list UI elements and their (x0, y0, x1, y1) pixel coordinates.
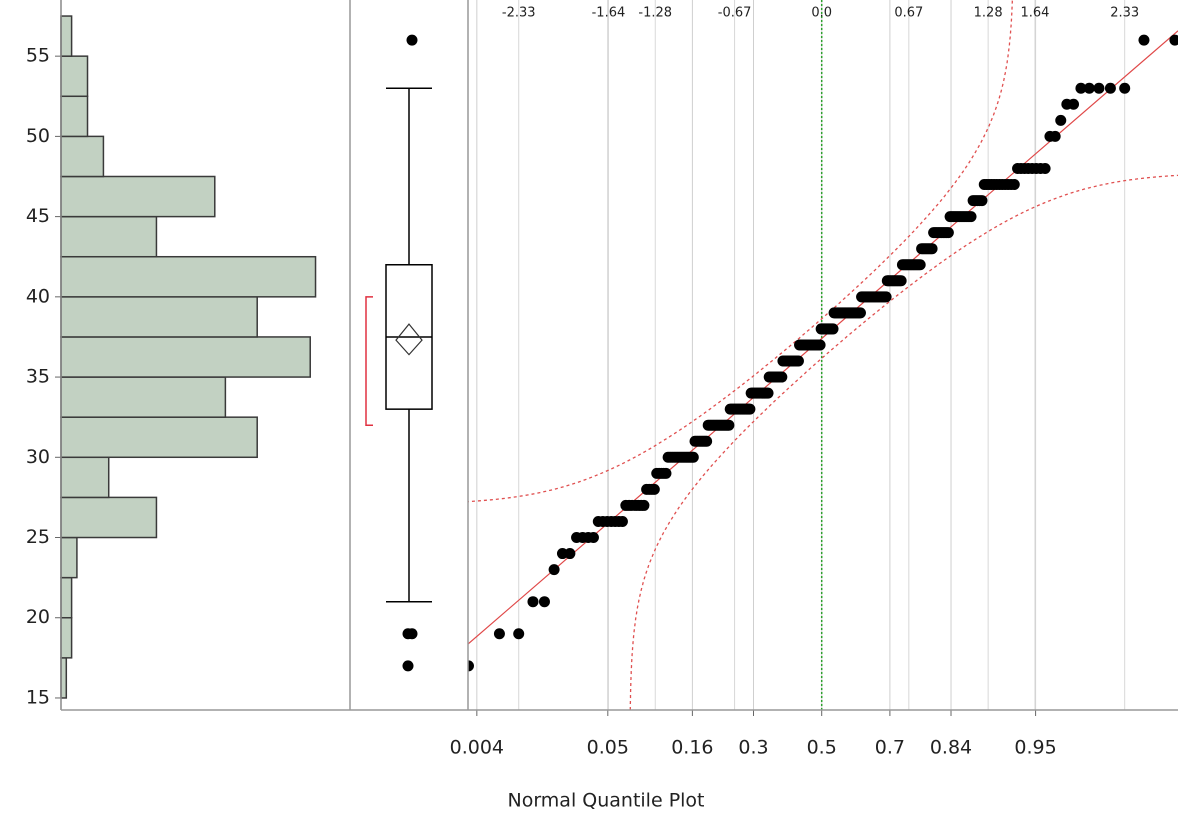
data-point (1055, 114, 1067, 126)
quantile-plot (468, 0, 1178, 710)
data-point (762, 387, 774, 399)
data-point (1138, 34, 1150, 46)
data-point (638, 499, 650, 511)
histogram-bar (60, 95, 89, 138)
y-tick-label: 30 (26, 446, 50, 468)
histogram-bar (60, 496, 158, 539)
x-tick-label: 0.5 (807, 737, 837, 759)
shortest-half (365, 296, 373, 426)
data-point (513, 628, 525, 640)
data-point (564, 548, 576, 560)
data-point (538, 596, 550, 608)
data-point (1083, 82, 1095, 94)
data-point (1068, 98, 1080, 110)
data-point (895, 275, 907, 287)
data-point (468, 660, 474, 672)
y-tick-label: 45 (26, 205, 50, 227)
top-tick-label: -0.67 (718, 6, 752, 21)
outlier (406, 34, 418, 46)
data-point (814, 339, 826, 351)
x-tick-label: 0.004 (450, 737, 504, 759)
data-point (648, 483, 660, 495)
y-tick-label: 40 (26, 285, 50, 307)
x-tick-label: 0.7 (875, 737, 905, 759)
x-tick-label: 0.84 (930, 737, 972, 759)
data-point (854, 307, 866, 319)
data-point (744, 403, 756, 415)
data-point (1093, 82, 1105, 94)
data-point (942, 227, 954, 239)
top-tick-label: 1.28 (974, 6, 1003, 21)
y-tick-label: 55 (26, 45, 50, 67)
outlier (402, 628, 414, 640)
data-point (792, 355, 804, 367)
x-tick-label: 0.3 (738, 737, 768, 759)
top-tick-label: 0.0 (811, 6, 832, 21)
top-tick-label: -1.28 (638, 6, 672, 21)
top-tick-label: -1.64 (592, 6, 626, 21)
confidence-band (629, 174, 1178, 710)
data-point (1169, 34, 1178, 46)
data-point (493, 628, 505, 640)
top-tick-label: 2.33 (1110, 6, 1139, 21)
x-axis-title: Normal Quantile Plot (507, 790, 704, 812)
histogram-bar (60, 296, 258, 338)
data-point (1104, 82, 1116, 94)
histogram-bar (60, 616, 73, 659)
y-tick-label: 15 (26, 686, 50, 708)
confidence-band (468, 0, 1014, 503)
mean-diamond (395, 323, 423, 356)
data-point (914, 259, 926, 271)
top-tick-label: -2.33 (502, 6, 536, 21)
data-point (976, 195, 988, 207)
data-point (926, 243, 938, 255)
data-point (687, 451, 699, 463)
histogram-bar (60, 135, 105, 178)
data-point (660, 467, 672, 479)
data-point (776, 371, 788, 383)
histogram-bar (60, 376, 227, 418)
histogram-bar (60, 536, 78, 579)
histogram-bar (60, 255, 317, 298)
x-tick-label: 0.05 (587, 737, 629, 759)
histogram-bar (60, 15, 73, 57)
data-point (587, 532, 599, 544)
data-point (548, 564, 560, 576)
data-point (1119, 82, 1131, 94)
data-point (965, 211, 977, 223)
histogram-bar (60, 416, 258, 459)
data-point (701, 435, 713, 447)
data-point (1039, 162, 1051, 174)
data-point (616, 515, 628, 527)
y-tick-label: 50 (26, 125, 50, 147)
histogram-bar (60, 657, 68, 699)
x-tick-label: 0.95 (1014, 737, 1056, 759)
histogram-bar (60, 55, 89, 98)
data-point (723, 419, 735, 431)
data-point (827, 323, 839, 335)
top-tick-label: 1.64 (1020, 6, 1049, 21)
histogram-bar (60, 576, 73, 619)
y-tick-label: 20 (26, 606, 50, 628)
y-tick-label: 25 (26, 526, 50, 548)
data-point (1008, 179, 1020, 191)
histogram-bar (60, 215, 158, 258)
data-point (880, 291, 892, 303)
y-tick-label: 35 (26, 366, 50, 388)
histogram-bar (60, 336, 311, 378)
data-point (527, 596, 539, 608)
data-point (1075, 82, 1087, 94)
x-tick-label: 0.16 (671, 737, 713, 759)
data-point (1049, 130, 1061, 142)
histogram-bar (60, 456, 110, 499)
outlier (402, 660, 414, 672)
histogram-bar (60, 175, 216, 218)
top-tick-label: 0.67 (894, 6, 923, 21)
